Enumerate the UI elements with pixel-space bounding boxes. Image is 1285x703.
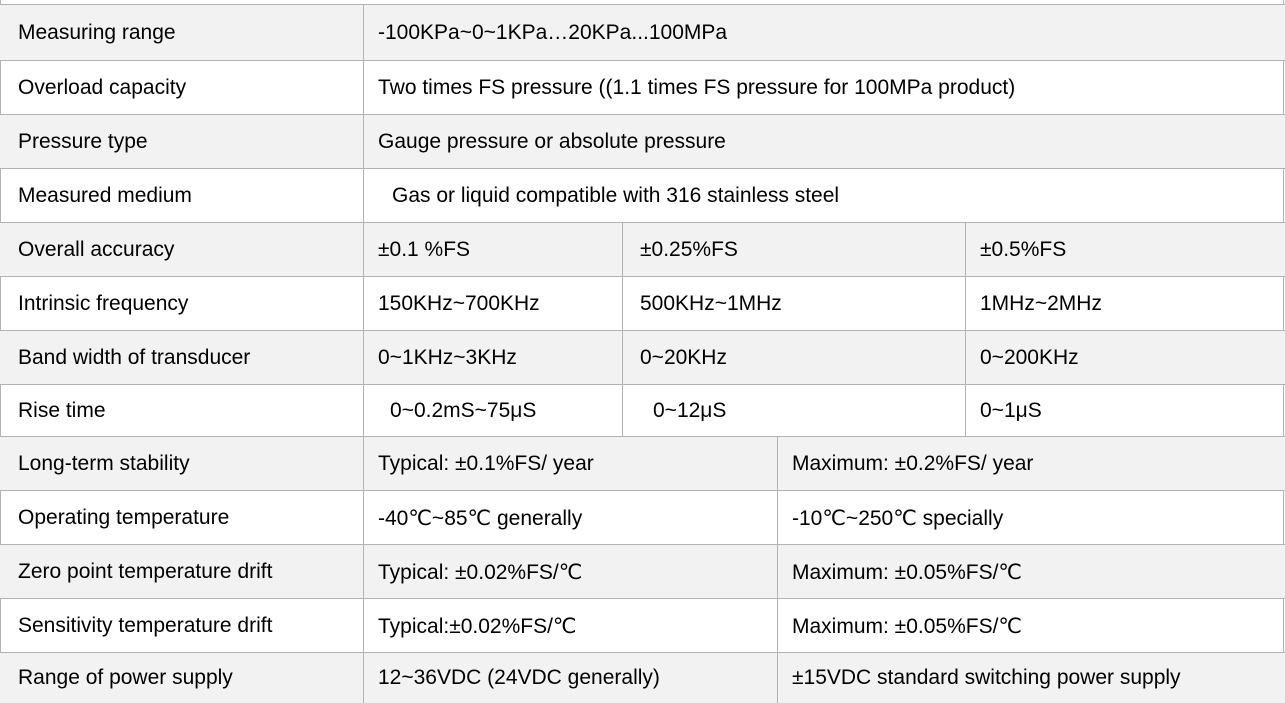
table-row: Pressure type Gauge pressure or absolute …: [0, 114, 1285, 169]
row-label: Intrinsic frequency: [18, 292, 189, 315]
table-row: Band width of transducer 0~1KHz~3KHz 0~20K…: [0, 330, 1285, 385]
value-cell: ±0.25%FS: [640, 238, 738, 261]
value-cell: Typical: ±0.1%FS/ year: [378, 452, 594, 475]
value-cell: 12~36VDC (24VDC generally): [378, 666, 660, 689]
row-label: Sensitivity temperature drift: [18, 614, 273, 637]
column-divider: [363, 437, 364, 491]
table-row: Long-term stability Typical: ±0.1%FS/ yea…: [0, 436, 1285, 491]
column-divider: [965, 331, 966, 385]
table-row: Operating temperature -40℃~85℃ generally -…: [0, 490, 1285, 545]
column-divider: [777, 545, 778, 599]
value-cell: 0~1KHz~3KHz: [378, 346, 517, 369]
row-label: Measured medium: [18, 184, 192, 207]
value-cell: 0~1μS: [980, 399, 1042, 422]
row-label: Rise time: [18, 399, 106, 422]
table-row: Overload capacity Two times FS pressure (…: [0, 60, 1285, 115]
value-cell: ±0.5%FS: [980, 238, 1067, 261]
value-cell: -100KPa~0~1KPa…20KPa...100MPa: [378, 21, 728, 44]
table-row: Measuring range -100KPa~0~1KPa…20KPa...10…: [0, 4, 1285, 61]
value-cell: Maximum: ±0.05%FS/℃: [792, 560, 1022, 584]
column-divider: [363, 115, 364, 169]
row-label: Band width of transducer: [18, 346, 251, 369]
column-divider: [363, 385, 364, 437]
row-label: Overload capacity: [18, 76, 187, 99]
column-divider: [363, 653, 364, 703]
column-divider: [622, 331, 623, 385]
value-cell: Maximum: ±0.05%FS/℃: [792, 614, 1022, 638]
row-label: Range of power supply: [18, 666, 233, 689]
value-cell: 1MHz~2MHz: [980, 292, 1102, 315]
value-cell: 500KHz~1MHz: [640, 292, 782, 315]
column-divider: [363, 599, 364, 653]
table-row: Rise time 0~0.2mS~75μS 0~12μS 0~1μS: [0, 384, 1285, 437]
column-divider: [363, 61, 364, 115]
value-cell: ±0.1 %FS: [378, 238, 471, 261]
row-label: Zero point temperature drift: [18, 560, 273, 583]
value-cell: Typical: ±0.02%FS/℃: [378, 560, 583, 584]
column-divider: [777, 599, 778, 653]
column-divider: [622, 277, 623, 331]
column-divider: [965, 223, 966, 277]
column-divider: [363, 277, 364, 331]
column-divider: [363, 169, 364, 223]
value-cell: Gauge pressure or absolute pressure: [378, 130, 726, 153]
value-cell: 0~12μS: [653, 399, 727, 422]
value-cell: 0~200KHz: [980, 346, 1079, 369]
row-label: Overall accuracy: [18, 238, 175, 261]
table-row: Range of power supply 12~36VDC (24VDC gen…: [0, 652, 1285, 703]
row-label: Measuring range: [18, 21, 176, 44]
column-divider: [777, 653, 778, 703]
table-row: Measured medium Gas or liquid compatible …: [0, 168, 1285, 223]
column-divider: [363, 223, 364, 277]
column-divider: [363, 5, 364, 61]
value-cell: Gas or liquid compatible with 316 stainl…: [392, 184, 840, 207]
value-cell: ±15VDC standard switching power supply: [792, 666, 1181, 689]
row-label: Long-term stability: [18, 452, 190, 475]
column-divider: [622, 223, 623, 277]
value-cell: -10℃~250℃ specially: [792, 506, 1004, 530]
value-cell: Typical:±0.02%FS/℃: [378, 614, 577, 638]
row-label: Pressure type: [18, 130, 148, 153]
column-divider: [777, 437, 778, 491]
column-divider: [363, 545, 364, 599]
table-row: Intrinsic frequency 150KHz~700KHz 500KHz~1…: [0, 276, 1285, 331]
column-divider: [965, 277, 966, 331]
value-cell: 150KHz~700KHz: [378, 292, 540, 315]
value-cell: -40℃~85℃ generally: [378, 506, 583, 530]
row-label: Operating temperature: [18, 506, 230, 529]
column-divider: [777, 491, 778, 545]
table-row: Overall accuracy ±0.1 %FS ±0.25%FS ±0.5%FS: [0, 222, 1285, 277]
column-divider: [965, 385, 966, 437]
column-divider: [622, 385, 623, 437]
value-cell: 0~20KHz: [640, 346, 727, 369]
value-cell: Two times FS pressure ((1.1 times FS pre…: [378, 76, 1016, 99]
value-cell: Maximum: ±0.2%FS/ year: [792, 452, 1034, 475]
column-divider: [363, 491, 364, 545]
column-divider: [363, 331, 364, 385]
table-row: Sensitivity temperature drift Typical:±0.…: [0, 598, 1285, 653]
table-row: Zero point temperature drift Typical: ±0.…: [0, 544, 1285, 599]
value-cell: 0~0.2mS~75μS: [390, 399, 537, 422]
